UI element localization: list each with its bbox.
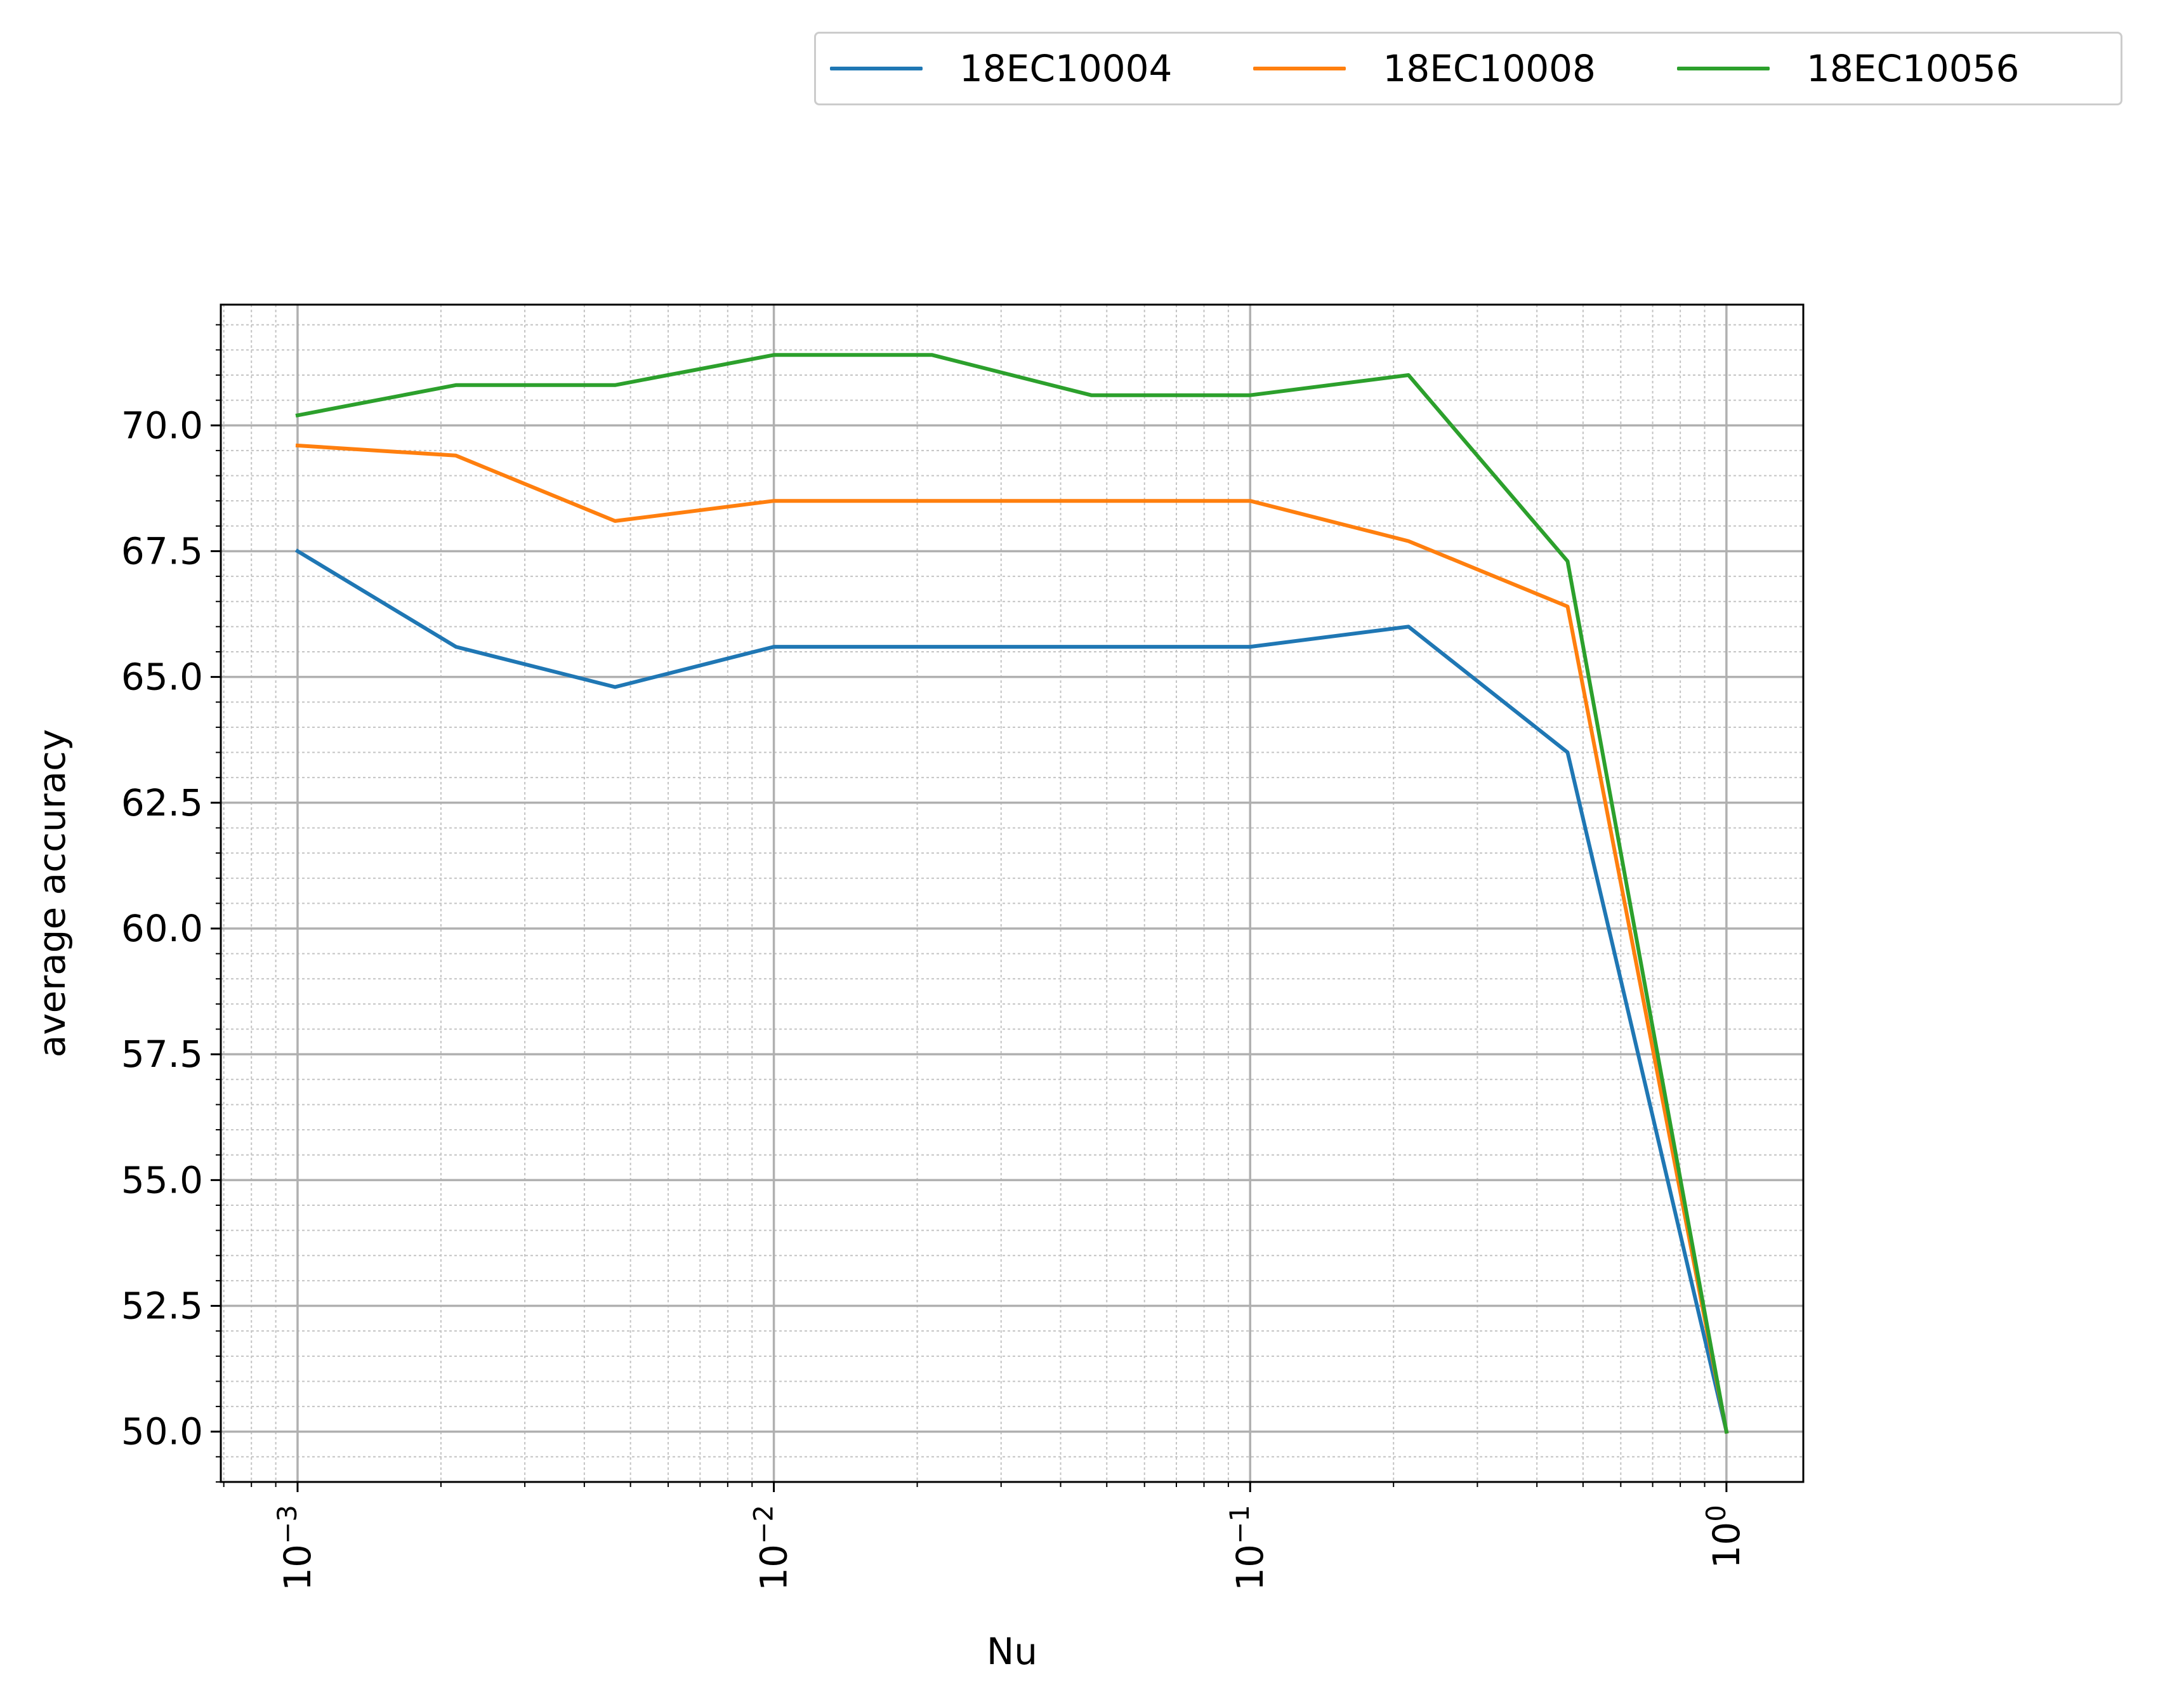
legend-swatch [1253,67,1346,70]
minor-grid [221,305,1803,1483]
y-tick-label: 65.0 [121,656,203,699]
legend-label: 18EC10056 [1806,47,2020,90]
legend-swatch [1676,67,1770,70]
major-grid [221,305,1803,1482]
y-tick-label: 50.0 [121,1410,203,1453]
series-line-2 [295,353,1729,1434]
x-axis-label: Nu [987,1630,1037,1673]
plot-frame [220,303,1805,1483]
x-tick-label: 100 [1700,1505,1748,1569]
y-tick-label: 57.5 [121,1033,203,1076]
series-lines [294,353,1729,1434]
y-tick-label: 55.0 [121,1158,203,1201]
legend-item: 18EC10008 [1253,47,1596,90]
y-axis-label: average accuracy [30,729,74,1058]
series-line-0 [294,548,1729,1434]
legend-label: 18EC10008 [1383,47,1596,90]
legend-swatch [830,67,923,70]
x-tick-label: 10−1 [1224,1505,1272,1591]
y-tick-label: 70.0 [121,404,203,447]
y-tick-label: 67.5 [121,529,203,572]
y-tick-label: 52.5 [121,1285,203,1328]
legend-label: 18EC10004 [959,47,1173,90]
legend-item: 18EC10056 [1676,47,2020,90]
y-tick-label: 62.5 [121,781,203,824]
series-line-1 [295,443,1729,1434]
y-tick-label: 60.0 [121,907,203,950]
x-tick-label: 10−3 [272,1505,319,1591]
legend: 18EC10004 18EC10008 18EC10056 [814,32,2122,105]
legend-item: 18EC10004 [830,47,1172,90]
y-axis: 50.0 52.5 55.0 57.5 60.0 62.5 65.0 67.5 70.0 [121,324,221,1483]
x-axis: 10−3 10−2 10−1 100 [223,1482,1748,1591]
x-tick-label: 10−2 [748,1505,796,1591]
